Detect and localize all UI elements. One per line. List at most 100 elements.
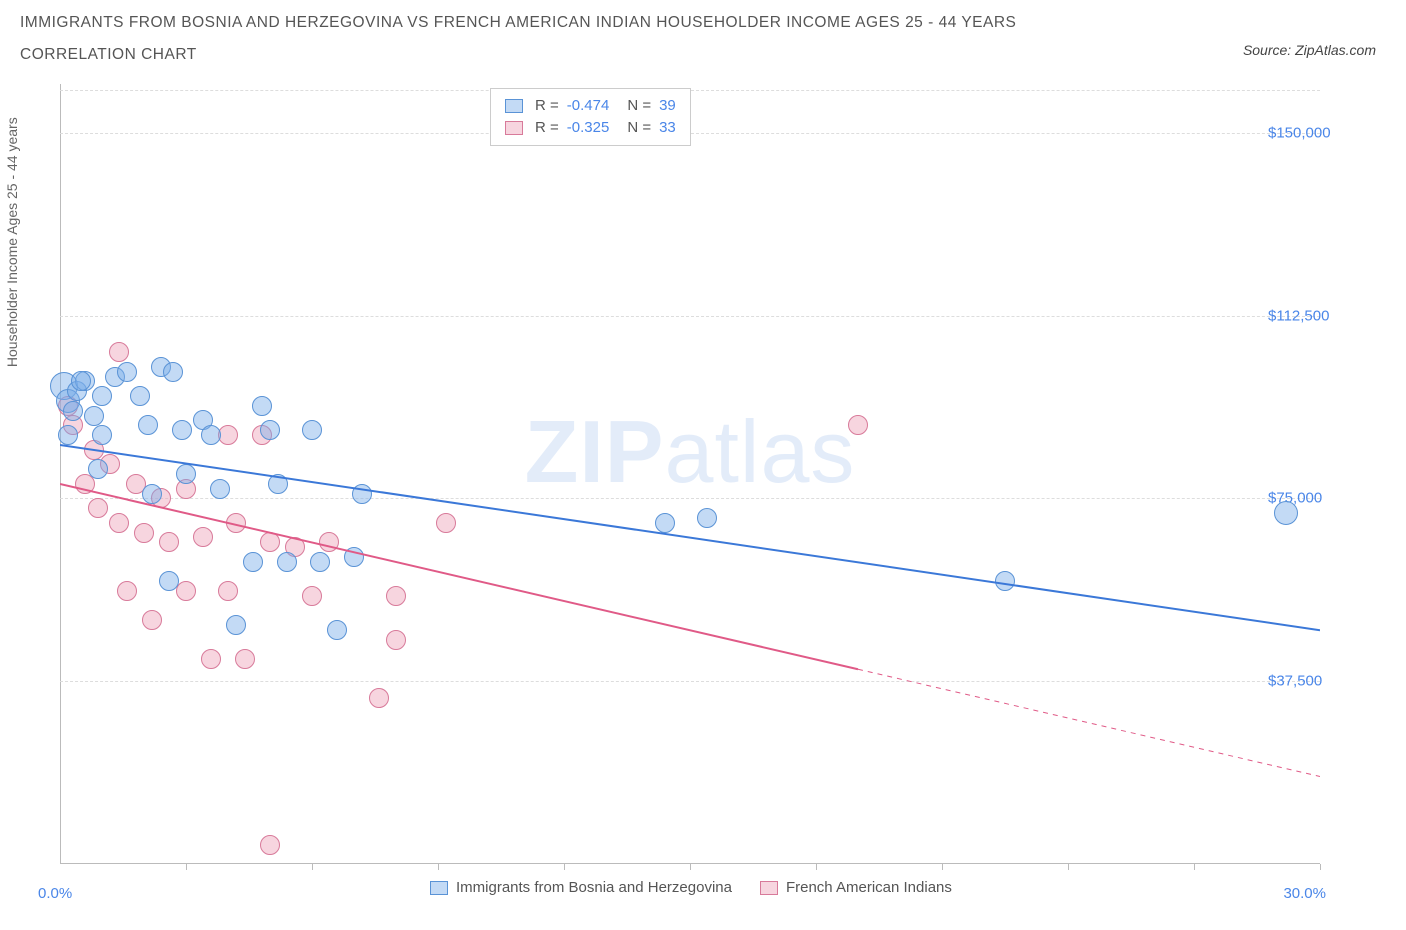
scatter-point bbox=[327, 620, 347, 640]
scatter-point bbox=[58, 425, 78, 445]
scatter-point bbox=[159, 532, 179, 552]
legend-row: R = -0.474 N = 39 bbox=[505, 95, 676, 117]
r-value: -0.474 bbox=[567, 95, 610, 117]
scatter-point bbox=[84, 406, 104, 426]
x-tick bbox=[1320, 864, 1321, 870]
legend-label: French American Indians bbox=[786, 879, 952, 896]
trend-lines bbox=[60, 84, 1320, 884]
scatter-point bbox=[201, 649, 221, 669]
legend-swatch bbox=[505, 121, 523, 135]
x-tick bbox=[816, 864, 817, 870]
y-tick-label: $150,000 bbox=[1268, 124, 1388, 141]
watermark: ZIPatlas bbox=[525, 401, 856, 503]
scatter-point bbox=[201, 425, 221, 445]
scatter-point bbox=[369, 688, 389, 708]
scatter-point bbox=[130, 386, 150, 406]
scatter-point bbox=[386, 586, 406, 606]
trend-line bbox=[60, 445, 1320, 630]
source-attribution: Source: ZipAtlas.com bbox=[1243, 42, 1376, 58]
scatter-point bbox=[226, 615, 246, 635]
scatter-point bbox=[260, 835, 280, 855]
scatter-point bbox=[163, 362, 183, 382]
scatter-point bbox=[344, 547, 364, 567]
legend-swatch bbox=[430, 881, 448, 895]
scatter-point bbox=[252, 396, 272, 416]
scatter-point bbox=[109, 513, 129, 533]
n-value: 39 bbox=[659, 95, 676, 117]
scatter-point bbox=[92, 425, 112, 445]
legend-row: R = -0.325 N = 33 bbox=[505, 117, 676, 139]
scatter-point bbox=[159, 571, 179, 591]
scatter-point bbox=[63, 401, 83, 421]
r-value: -0.325 bbox=[567, 117, 610, 139]
scatter-point bbox=[88, 498, 108, 518]
scatter-point bbox=[138, 415, 158, 435]
x-tick bbox=[438, 864, 439, 870]
scatter-point bbox=[436, 513, 456, 533]
scatter-point bbox=[172, 420, 192, 440]
legend-label: Immigrants from Bosnia and Herzegovina bbox=[456, 879, 732, 896]
y-axis-line bbox=[60, 84, 61, 864]
x-tick bbox=[690, 864, 691, 870]
n-label: N = bbox=[627, 95, 651, 117]
legend-item: French American Indians bbox=[760, 879, 952, 896]
scatter-point bbox=[193, 527, 213, 547]
legend-item: Immigrants from Bosnia and Herzegovina bbox=[430, 879, 732, 896]
scatter-point bbox=[210, 479, 230, 499]
r-label: R = bbox=[535, 95, 559, 117]
x-tick bbox=[312, 864, 313, 870]
r-label: R = bbox=[535, 117, 559, 139]
scatter-point bbox=[848, 415, 868, 435]
scatter-point bbox=[352, 484, 372, 504]
scatter-point bbox=[268, 474, 288, 494]
scatter-point bbox=[310, 552, 330, 572]
scatter-point bbox=[71, 371, 91, 391]
y-tick-label: $37,500 bbox=[1268, 673, 1388, 690]
x-tick bbox=[186, 864, 187, 870]
scatter-point bbox=[302, 586, 322, 606]
scatter-point bbox=[260, 532, 280, 552]
scatter-point bbox=[142, 610, 162, 630]
scatter-point bbox=[386, 630, 406, 650]
scatter-point bbox=[302, 420, 322, 440]
legend-swatch bbox=[505, 99, 523, 113]
scatter-point bbox=[109, 342, 129, 362]
scatter-point bbox=[176, 464, 196, 484]
gridline bbox=[60, 681, 1320, 682]
x-tick bbox=[564, 864, 565, 870]
watermark-light: atlas bbox=[665, 402, 856, 501]
scatter-point bbox=[1274, 501, 1298, 525]
series-legend: Immigrants from Bosnia and Herzegovina Fr… bbox=[430, 879, 952, 896]
scatter-point bbox=[277, 552, 297, 572]
x-tick-label: 30.0% bbox=[1283, 885, 1326, 902]
legend-swatch bbox=[760, 881, 778, 895]
x-tick bbox=[1194, 864, 1195, 870]
scatter-point bbox=[176, 581, 196, 601]
trend-line-extrapolated bbox=[858, 669, 1320, 776]
watermark-bold: ZIP bbox=[525, 402, 665, 501]
gridline bbox=[60, 316, 1320, 317]
scatter-point bbox=[117, 581, 137, 601]
scatter-point bbox=[134, 523, 154, 543]
correlation-legend: R = -0.474 N = 39 R = -0.325 N = 33 bbox=[490, 88, 691, 146]
scatter-point bbox=[260, 420, 280, 440]
scatter-point bbox=[655, 513, 675, 533]
n-value: 33 bbox=[659, 117, 676, 139]
x-tick bbox=[1068, 864, 1069, 870]
scatter-point bbox=[88, 459, 108, 479]
scatter-point bbox=[117, 362, 137, 382]
scatter-point bbox=[218, 581, 238, 601]
x-tick bbox=[942, 864, 943, 870]
gridline bbox=[60, 498, 1320, 499]
scatter-point bbox=[319, 532, 339, 552]
scatter-point bbox=[243, 552, 263, 572]
scatter-point bbox=[235, 649, 255, 669]
scatter-point bbox=[142, 484, 162, 504]
scatter-point bbox=[226, 513, 246, 533]
chart-title-line1: IMMIGRANTS FROM BOSNIA AND HERZEGOVINA V… bbox=[20, 14, 1386, 32]
chart-container: Householder Income Ages 25 - 44 years ZI… bbox=[20, 84, 1386, 884]
x-tick-label: 0.0% bbox=[38, 885, 72, 902]
n-label: N = bbox=[627, 117, 651, 139]
trend-line bbox=[60, 484, 858, 669]
chart-title-line2: CORRELATION CHART bbox=[20, 46, 1386, 64]
